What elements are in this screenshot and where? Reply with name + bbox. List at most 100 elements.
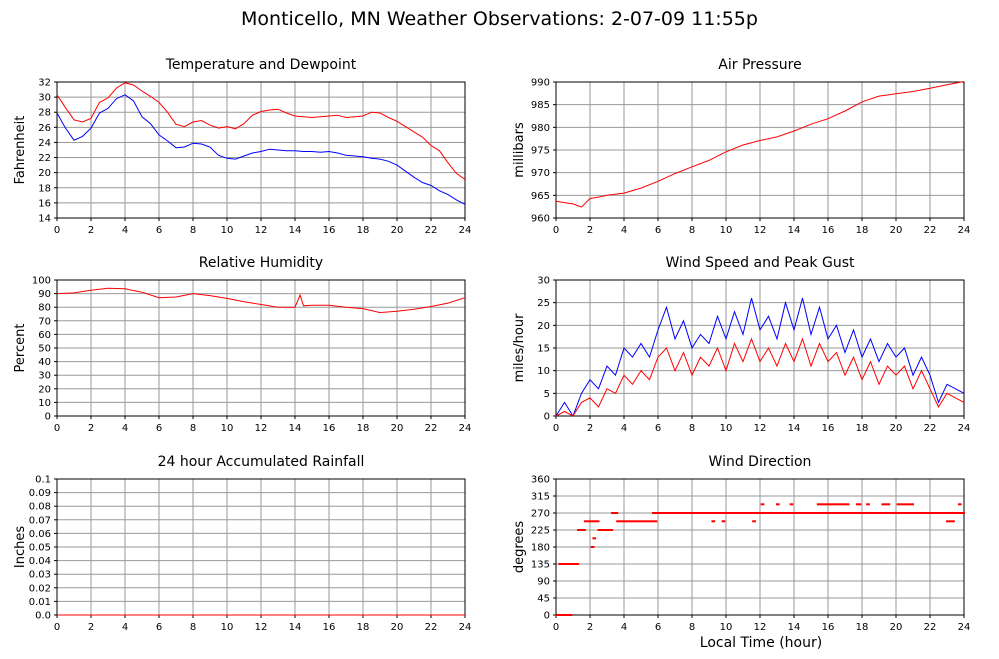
data-point bbox=[888, 503, 891, 506]
data-point bbox=[913, 512, 916, 514]
data-point bbox=[832, 503, 835, 506]
data-point bbox=[944, 512, 947, 514]
data-point bbox=[818, 503, 821, 506]
data-point bbox=[776, 503, 778, 506]
x-tick-label: 6 bbox=[156, 622, 162, 633]
data-point bbox=[861, 512, 863, 514]
data-point bbox=[606, 529, 608, 531]
y-tick-label: 0.03 bbox=[29, 570, 51, 581]
data-point bbox=[893, 512, 896, 514]
data-point bbox=[903, 503, 906, 506]
wind-direction-title: Wind Direction bbox=[709, 454, 812, 470]
data-point bbox=[929, 512, 931, 514]
data-point bbox=[774, 512, 777, 514]
data-point bbox=[940, 512, 943, 514]
data-point bbox=[920, 512, 923, 514]
data-point bbox=[655, 512, 658, 514]
x-tick-label: 6 bbox=[655, 423, 661, 434]
data-point bbox=[580, 529, 583, 531]
y-tick-label: 45 bbox=[537, 594, 550, 605]
x-tick-label: 24 bbox=[958, 225, 971, 236]
data-point bbox=[830, 503, 833, 506]
x-tick-label: 24 bbox=[459, 225, 472, 236]
y-tick-label: 0 bbox=[45, 412, 51, 423]
data-point bbox=[706, 512, 709, 514]
data-point bbox=[592, 520, 595, 523]
data-point bbox=[770, 512, 773, 514]
data-point bbox=[903, 512, 906, 514]
y-tick-label: 80 bbox=[38, 303, 51, 314]
y-tick-label: 40 bbox=[38, 357, 51, 368]
data-point bbox=[651, 512, 654, 514]
data-point bbox=[832, 512, 835, 514]
data-point bbox=[842, 503, 845, 506]
data-point bbox=[787, 512, 790, 514]
y-tick-label: 22 bbox=[38, 153, 51, 164]
data-point bbox=[947, 520, 950, 523]
data-point bbox=[561, 614, 564, 616]
data-point bbox=[935, 512, 938, 514]
y-tick-label: 0.09 bbox=[29, 488, 51, 499]
data-point bbox=[730, 512, 733, 514]
data-point bbox=[777, 503, 780, 506]
x-tick-label: 16 bbox=[822, 423, 835, 434]
y-tick-label: 270 bbox=[531, 509, 550, 520]
x-tick-label: 20 bbox=[890, 622, 903, 633]
x-tick-label: 8 bbox=[689, 225, 695, 236]
data-point bbox=[816, 512, 819, 514]
data-point bbox=[844, 503, 846, 506]
data-point bbox=[823, 503, 826, 506]
data-point bbox=[925, 512, 928, 514]
data-point bbox=[789, 512, 792, 514]
wind-direction-frame bbox=[555, 478, 965, 616]
data-point bbox=[942, 512, 945, 514]
data-point bbox=[565, 614, 568, 616]
data-point bbox=[859, 503, 862, 506]
x-tick-label: 14 bbox=[788, 423, 801, 434]
data-point bbox=[963, 512, 965, 514]
y-tick-label: 24 bbox=[38, 138, 51, 149]
x-tick-label: 0 bbox=[54, 423, 60, 434]
data-point bbox=[803, 512, 806, 514]
data-point bbox=[662, 512, 665, 514]
data-point bbox=[592, 546, 595, 548]
data-point bbox=[949, 520, 952, 523]
data-point bbox=[583, 529, 586, 531]
data-point bbox=[697, 512, 700, 514]
data-point bbox=[573, 563, 576, 565]
y-tick-label: 14 bbox=[38, 214, 51, 225]
rainfall-title: 24 hour Accumulated Rainfall bbox=[158, 454, 365, 470]
y-tick-label: 0.02 bbox=[29, 583, 51, 594]
y-tick-label: 0.1 bbox=[35, 475, 51, 486]
data-point bbox=[653, 512, 656, 514]
data-point bbox=[764, 512, 767, 514]
data-point bbox=[901, 512, 904, 514]
data-point bbox=[560, 563, 563, 565]
data-point bbox=[794, 512, 797, 514]
data-point bbox=[825, 503, 828, 506]
data-point bbox=[655, 520, 658, 523]
data-point bbox=[881, 512, 884, 514]
data-point bbox=[660, 512, 663, 514]
x-tick-label: 22 bbox=[924, 423, 937, 434]
y-tick-label: 970 bbox=[531, 168, 550, 179]
data-point bbox=[684, 512, 687, 514]
x-tick-label: 20 bbox=[890, 225, 903, 236]
data-point bbox=[789, 503, 792, 506]
data-point bbox=[624, 520, 627, 523]
x-tick-label: 22 bbox=[425, 225, 438, 236]
data-point bbox=[578, 529, 581, 531]
data-point bbox=[628, 520, 631, 523]
data-point bbox=[679, 512, 682, 514]
data-point bbox=[558, 614, 561, 616]
data-point bbox=[837, 512, 840, 514]
data-point bbox=[563, 614, 566, 616]
x-tick-label: 22 bbox=[425, 622, 438, 633]
data-point bbox=[590, 520, 593, 523]
data-point bbox=[691, 512, 693, 514]
data-point bbox=[645, 520, 648, 523]
y-tick-label: 5 bbox=[544, 389, 550, 400]
data-point bbox=[793, 512, 795, 514]
